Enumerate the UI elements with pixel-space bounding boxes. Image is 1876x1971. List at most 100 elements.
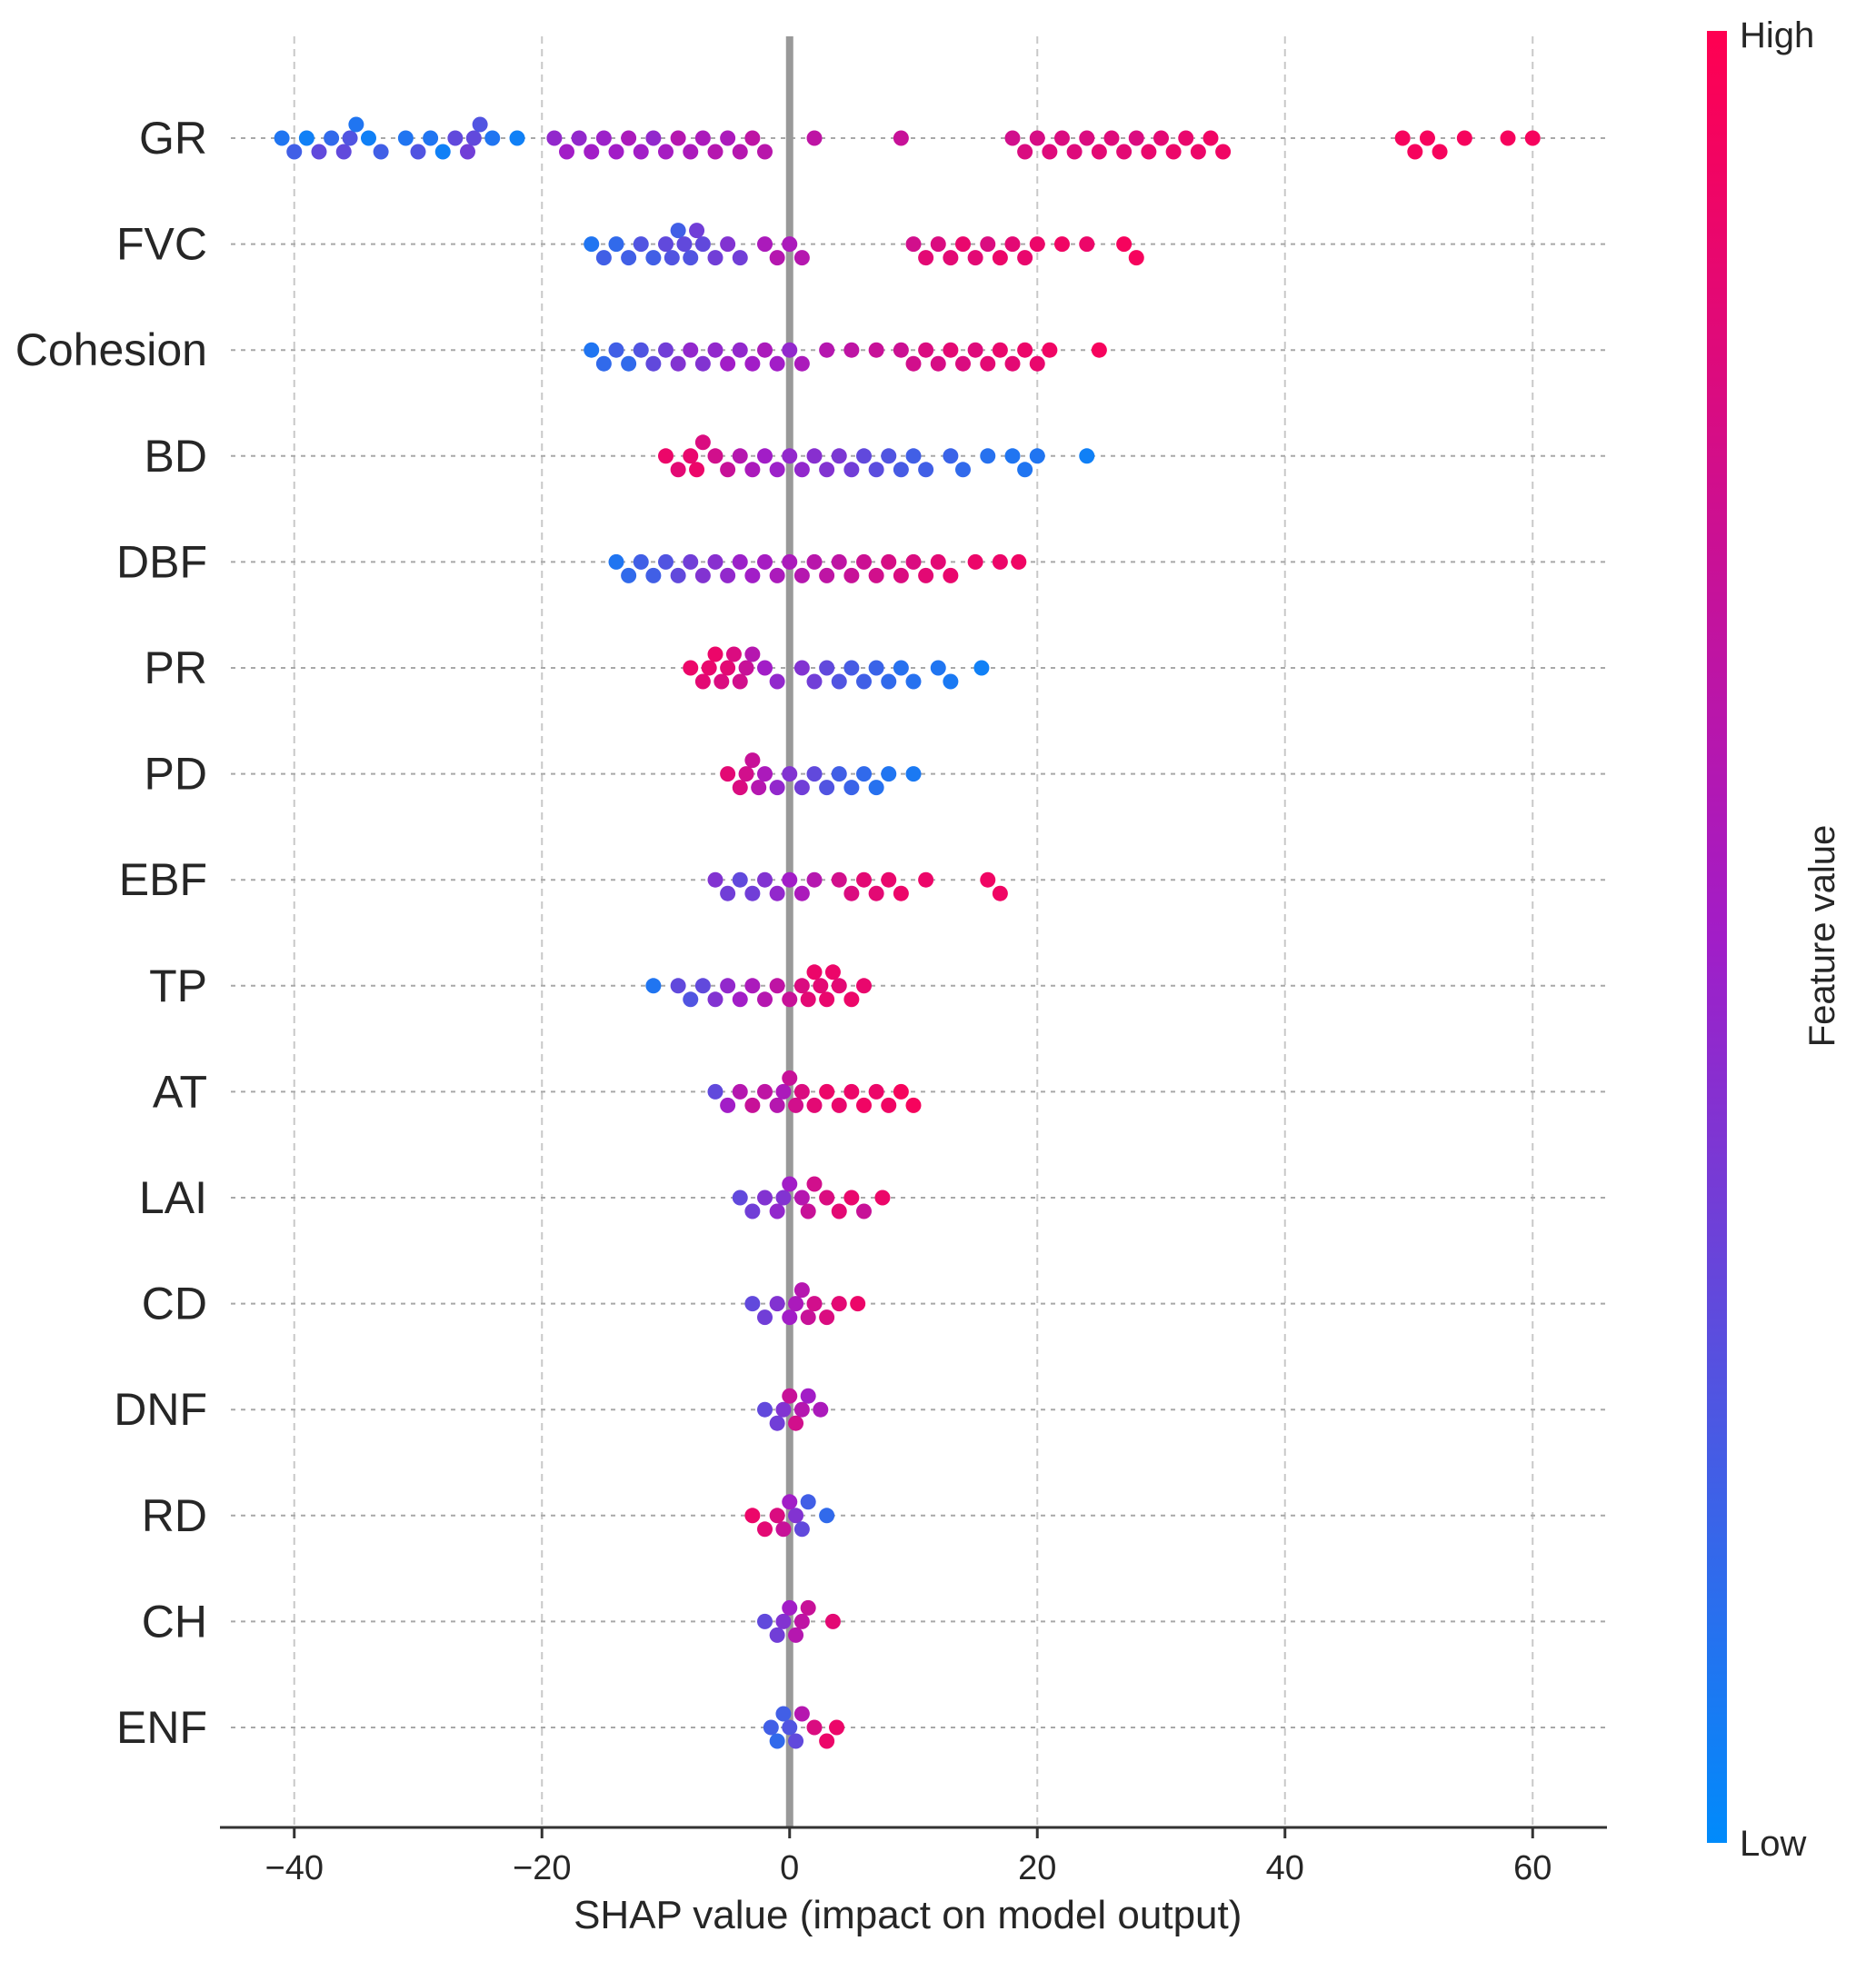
shap-point: [751, 780, 767, 796]
shap-point: [744, 1296, 761, 1312]
shap-point: [831, 766, 847, 782]
shap-point: [645, 355, 662, 372]
shap-point: [850, 1296, 866, 1312]
feature-label: CD: [142, 1279, 207, 1329]
shap-point: [769, 1097, 785, 1113]
shap-point: [893, 1083, 909, 1100]
shap-point: [559, 144, 574, 160]
shap-point: [1054, 236, 1070, 253]
shap-point: [775, 1521, 792, 1538]
shap-point: [324, 130, 340, 146]
shap-point: [720, 660, 736, 676]
shap-point: [881, 673, 897, 690]
shap-point: [1178, 130, 1194, 146]
shap-point: [819, 1083, 835, 1100]
shap-point: [757, 448, 773, 464]
shap-point: [633, 144, 649, 160]
shap-point: [608, 144, 624, 160]
shap-point: [584, 144, 600, 160]
shap-point: [893, 567, 909, 583]
shap-point: [1116, 236, 1133, 253]
shap-point: [335, 144, 352, 160]
shap-point: [595, 130, 612, 146]
shap-point: [775, 1190, 792, 1206]
shap-point: [658, 236, 674, 253]
shap-point: [1456, 130, 1472, 146]
shap-point: [824, 964, 841, 981]
shap-point: [813, 978, 829, 994]
shap-point: [1017, 342, 1033, 358]
shap-point: [744, 1203, 761, 1219]
shap-point: [893, 885, 909, 901]
shap-point: [943, 673, 959, 690]
shap-point: [856, 871, 872, 888]
shap-point: [775, 1613, 792, 1629]
shap-point: [793, 1401, 810, 1418]
shap-point: [782, 871, 798, 888]
shap-point: [311, 144, 327, 160]
x-tick-label: 0: [780, 1849, 799, 1887]
shap-point: [918, 567, 934, 583]
shap-point: [793, 885, 810, 901]
shap-point: [819, 1309, 835, 1326]
shap-point: [744, 646, 761, 662]
shap-point: [1079, 448, 1095, 464]
shap-point: [905, 236, 922, 253]
shap-point: [1091, 342, 1107, 358]
shap-point: [725, 646, 742, 662]
shap-point: [930, 660, 946, 676]
shap-point: [881, 871, 897, 888]
shap-point: [782, 236, 798, 253]
shap-point: [782, 342, 798, 358]
shap-point: [893, 462, 909, 478]
shap-point: [645, 130, 662, 146]
shap-point: [881, 553, 897, 570]
shap-point: [905, 766, 922, 782]
x-tick-label: −20: [513, 1849, 571, 1887]
shap-point: [782, 553, 798, 570]
feature-label: GR: [139, 113, 207, 164]
shap-point: [793, 1282, 810, 1299]
shap-point: [943, 342, 959, 358]
shap-point: [1029, 236, 1045, 253]
shap-point: [793, 1706, 810, 1722]
shap-point: [793, 355, 810, 372]
shap-point: [769, 1733, 785, 1749]
shap-point: [744, 1097, 761, 1113]
shap-point: [744, 462, 761, 478]
shap-point: [843, 885, 860, 901]
shap-point: [782, 1388, 798, 1404]
shap-point: [720, 567, 736, 583]
shap-point: [775, 1083, 792, 1100]
shap-point: [967, 553, 983, 570]
shap-point: [720, 978, 736, 994]
shap-point: [571, 130, 587, 146]
shap-point: [410, 144, 426, 160]
shap-point: [868, 660, 884, 676]
shap-point: [769, 1508, 785, 1524]
shap-point: [769, 780, 785, 796]
shap-point: [943, 567, 959, 583]
feature-label: Cohesion: [15, 324, 207, 375]
shap-point: [348, 116, 364, 133]
feature-label: AT: [153, 1066, 207, 1117]
shap-point: [806, 871, 823, 888]
shap-point: [775, 1706, 792, 1722]
shap-point: [757, 991, 773, 1008]
shap-point: [930, 236, 946, 253]
shap-point: [955, 355, 971, 372]
shap-point: [843, 991, 860, 1008]
shap-point: [1029, 355, 1045, 372]
shap-point: [757, 1083, 773, 1100]
feature-label: PR: [145, 642, 207, 693]
shap-point: [829, 1719, 845, 1736]
shap-point: [800, 1388, 816, 1404]
shap-point: [905, 673, 922, 690]
shap-point: [788, 1415, 804, 1431]
shap-point: [868, 885, 884, 901]
shap-point: [744, 355, 761, 372]
shap-point: [732, 991, 748, 1008]
shap-point: [286, 144, 303, 160]
shap-point: [1004, 448, 1021, 464]
shap-point: [992, 885, 1008, 901]
